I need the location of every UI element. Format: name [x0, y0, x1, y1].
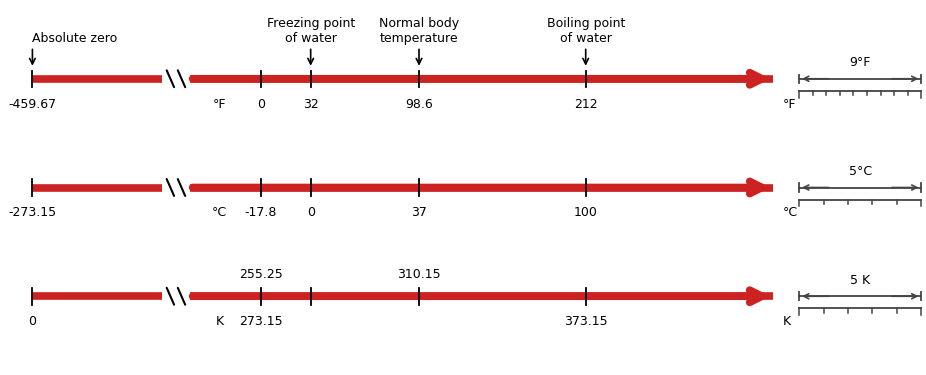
Text: K: K [216, 315, 223, 328]
Text: 0: 0 [29, 315, 36, 328]
Text: 9°F: 9°F [849, 56, 871, 69]
Text: 273.15: 273.15 [239, 315, 282, 328]
Text: °F: °F [782, 98, 796, 111]
Text: Normal body
temperature: Normal body temperature [379, 17, 459, 45]
Text: Boiling point
of water: Boiling point of water [546, 17, 625, 45]
Text: 98.6: 98.6 [406, 98, 432, 111]
Text: 255.25: 255.25 [239, 268, 282, 281]
Text: °C: °C [212, 206, 227, 219]
Text: 0: 0 [257, 98, 265, 111]
Text: °C: °C [782, 206, 797, 219]
Text: 5 K: 5 K [850, 273, 870, 286]
Text: 100: 100 [574, 206, 597, 219]
Text: 37: 37 [411, 206, 427, 219]
Text: 0: 0 [307, 206, 315, 219]
Text: Absolute zero: Absolute zero [32, 32, 118, 45]
Text: -17.8: -17.8 [244, 206, 277, 219]
Text: K: K [782, 315, 791, 328]
Text: -273.15: -273.15 [8, 206, 56, 219]
Text: Freezing point
of water: Freezing point of water [267, 17, 355, 45]
Text: 212: 212 [574, 98, 597, 111]
Text: 5°C: 5°C [849, 165, 871, 178]
Text: °F: °F [213, 98, 226, 111]
Text: 310.15: 310.15 [397, 268, 441, 281]
Text: -459.67: -459.67 [8, 98, 56, 111]
Text: 32: 32 [303, 98, 319, 111]
Text: 373.15: 373.15 [564, 315, 607, 328]
